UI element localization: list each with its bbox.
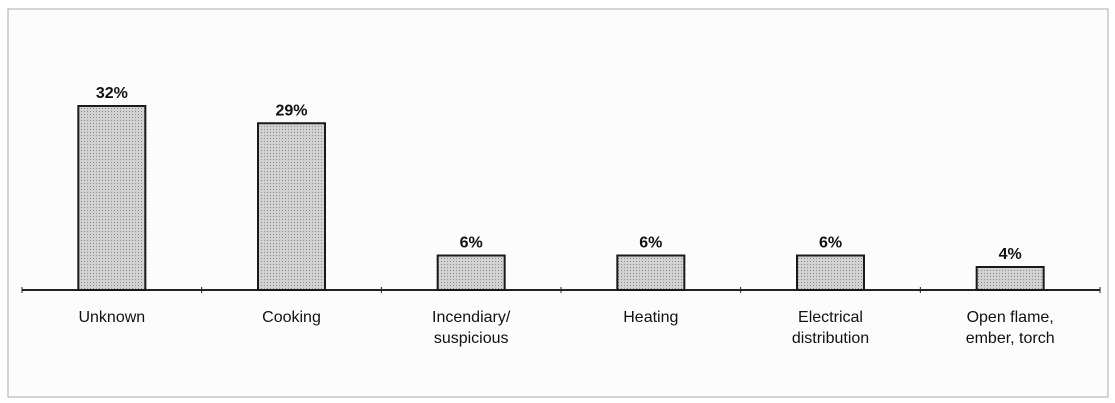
x-tick-label: ember, torch [966,330,1055,347]
bar [436,254,506,291]
x-tick-label: distribution [792,330,869,347]
frame [7,8,1109,398]
value-label: 32% [96,85,128,102]
x-tick-label: Open flame, [967,309,1054,326]
x-tick-label: suspicious [434,330,509,347]
x-tick-label: Incendiary/ [432,309,511,326]
value-label: 6% [639,235,662,252]
bar [975,266,1045,291]
x-tick-label: Heating [623,309,678,326]
bar [257,122,326,291]
bar [616,254,686,291]
x-tick-label: Cooking [262,309,321,326]
value-label: 4% [999,246,1022,263]
bar [77,105,147,291]
value-label: 6% [819,235,842,252]
x-tick-label: Unknown [78,309,145,326]
bar [796,254,865,291]
x-tick-label: Electrical [798,309,863,326]
value-label: 29% [275,102,307,119]
value-label: 6% [460,235,483,252]
